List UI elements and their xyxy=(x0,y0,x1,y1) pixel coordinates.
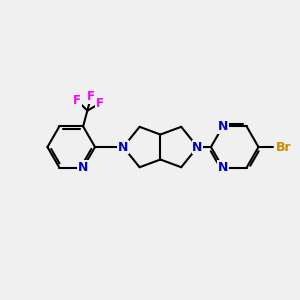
Text: N: N xyxy=(192,140,203,154)
Text: N: N xyxy=(218,161,228,174)
Text: Br: Br xyxy=(276,140,291,154)
Text: F: F xyxy=(96,97,104,110)
Text: N: N xyxy=(78,161,88,174)
Text: F: F xyxy=(73,94,81,107)
Text: N: N xyxy=(218,120,228,133)
Text: N: N xyxy=(118,140,128,154)
Text: F: F xyxy=(87,90,95,104)
